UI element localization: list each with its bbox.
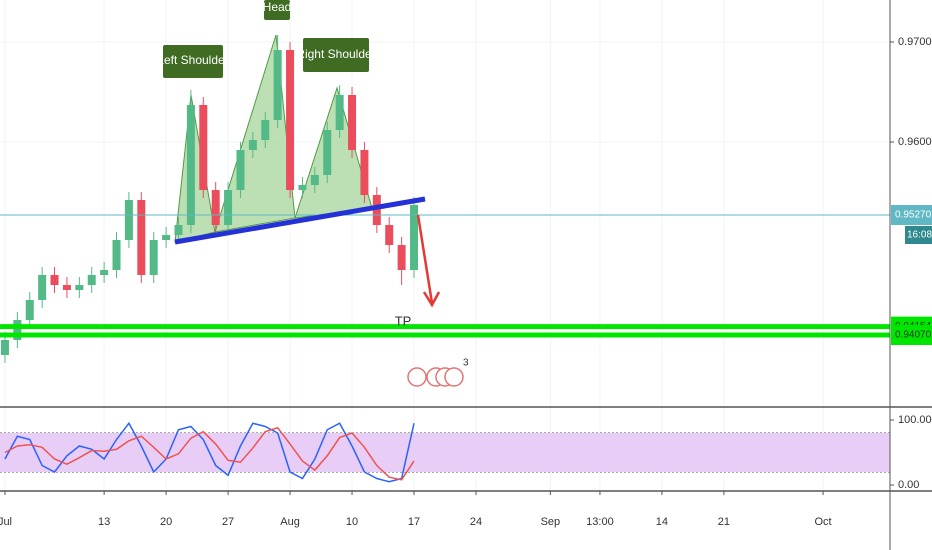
candle-body: [323, 130, 332, 175]
annotation: Head: [263, 0, 292, 14]
y-tick-label: 0.00: [898, 479, 919, 491]
candle-body: [273, 50, 282, 120]
candle-body: [199, 105, 208, 190]
event-icon: [444, 367, 464, 387]
x-tick-label: 13:00: [586, 516, 614, 528]
candle-body: [162, 235, 171, 240]
osc-band: [0, 433, 890, 472]
annotation-box: [163, 45, 223, 78]
x-tick-label: 10: [346, 516, 358, 528]
y-tick-label: 0.96000: [898, 136, 932, 148]
candle-body: [397, 245, 406, 270]
candle-body: [261, 120, 270, 140]
candle-body: [360, 150, 369, 195]
annotation: Right Shoulder: [296, 47, 375, 61]
price-tag: [891, 205, 932, 225]
neckline: [174, 196, 426, 245]
x-tick-label: 13: [98, 516, 110, 528]
price-tag: [891, 325, 932, 345]
annotation: Left Shoulder: [157, 53, 228, 67]
candle-body: [13, 320, 22, 340]
annotation-box: [264, 0, 290, 20]
x-tick-label: 14: [656, 516, 668, 528]
candle-body: [385, 225, 394, 245]
candle-body: [25, 300, 34, 320]
event-icon: [407, 367, 427, 387]
candle-body: [50, 275, 59, 285]
candle-body: [224, 190, 233, 225]
candle-body: [38, 275, 47, 300]
event-badge: 3: [463, 358, 469, 369]
annotation-box: [303, 38, 369, 72]
candle-body: [211, 190, 220, 225]
candle-body: [87, 275, 96, 285]
arrow: [416, 214, 441, 308]
candle-body: [75, 285, 84, 290]
candle-body: [186, 105, 195, 225]
x-tick-label: 24: [470, 516, 482, 528]
countdown-tag: [905, 226, 932, 244]
target-label: TP: [395, 313, 412, 328]
candle-body: [298, 185, 307, 190]
candle-body: [286, 50, 295, 190]
x-tick-label: Sep: [541, 516, 561, 528]
candle-body: [174, 225, 183, 235]
candle-body: [149, 240, 158, 275]
x-tick-label: 17: [408, 516, 420, 528]
candle-body: [124, 200, 133, 240]
candle-body: [248, 140, 257, 150]
candle-body: [310, 175, 319, 185]
candle-body: [0, 340, 9, 355]
price-tag-label: 0.94070: [895, 330, 932, 341]
osc-line: [4, 426, 415, 481]
candle-body: [112, 240, 121, 270]
candle-body: [372, 195, 381, 225]
x-tick-label: 27: [222, 516, 234, 528]
plot: [0, 35, 890, 483]
candle-body: [236, 150, 245, 190]
x-tick-label: Aug: [280, 516, 300, 528]
candle-body: [62, 285, 71, 290]
event-icons: 3: [407, 358, 469, 387]
x-tick-label: 21: [718, 516, 730, 528]
candle-body: [335, 95, 344, 130]
x-tick-label: 20: [160, 516, 172, 528]
price-tag-label: 0.95270: [895, 210, 932, 221]
candle-body: [100, 270, 109, 275]
candle-body: [137, 200, 146, 275]
countdown: 16:08: [907, 230, 932, 241]
candle-body: [410, 205, 419, 270]
x-tick-label: Jul: [0, 516, 12, 528]
x-tick-label: Oct: [815, 516, 832, 528]
candle-body: [348, 95, 357, 150]
y-tick-label: 100.00: [898, 414, 932, 426]
